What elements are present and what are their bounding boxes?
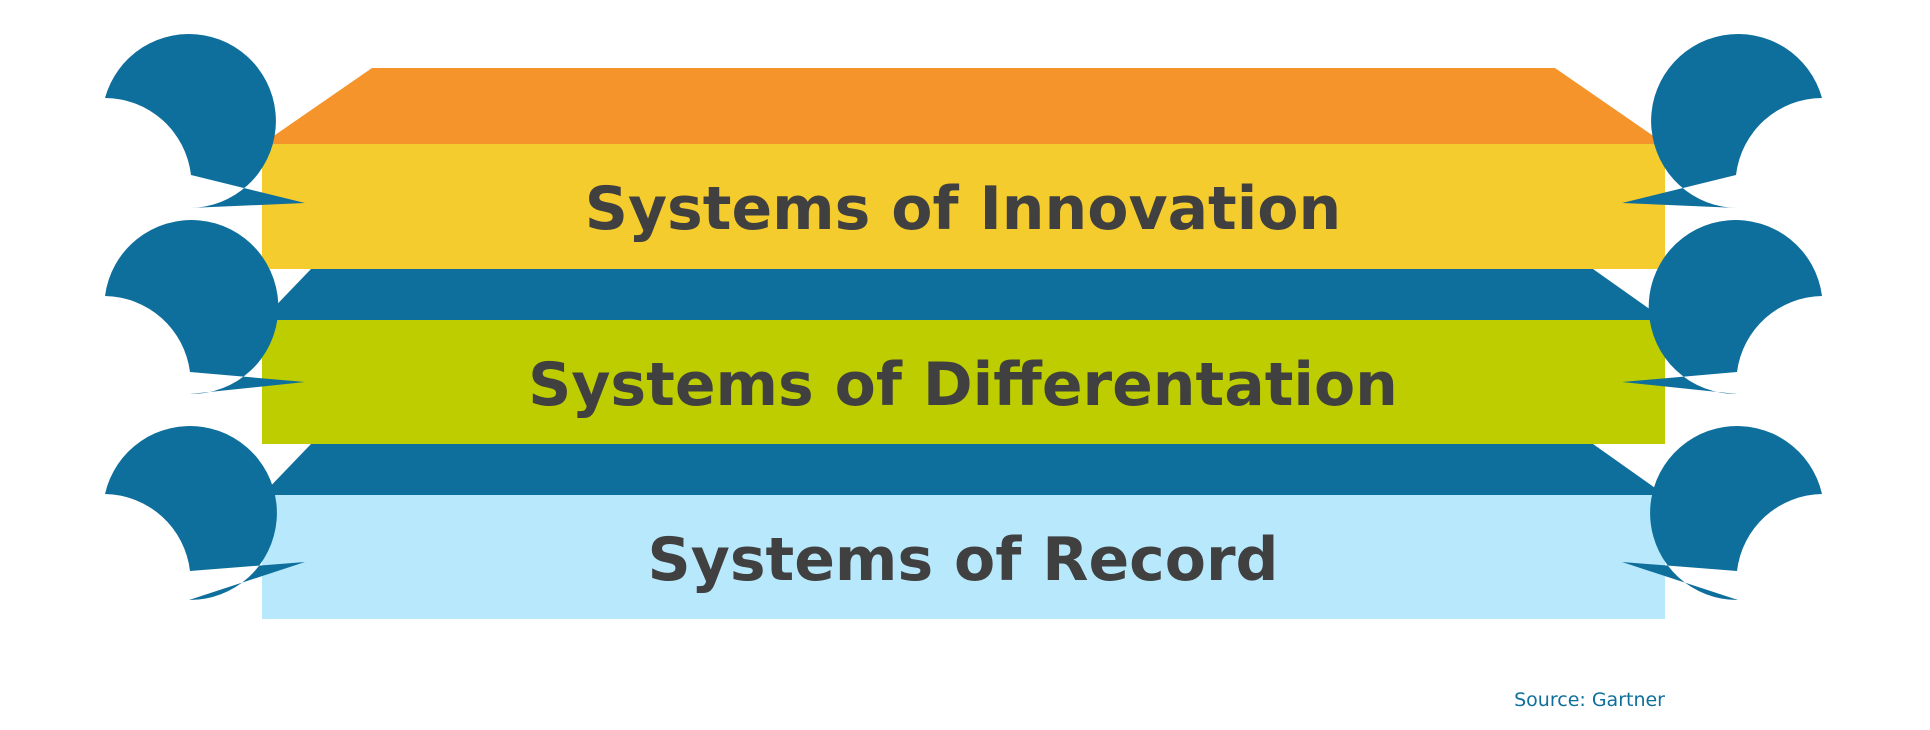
bubble-greater-efficiency-shape <box>105 426 305 601</box>
bubble-competitive-threats-shape <box>1622 34 1822 208</box>
bubble-new-ideas-shape <box>105 34 305 209</box>
layer-record-face <box>262 495 1665 619</box>
layer-record: Systems of Record <box>262 444 1665 619</box>
layer-differentation-top <box>262 269 1665 320</box>
layer-differentation: Systems of Differentation <box>262 269 1665 444</box>
bubble-better-ideas-text: Better Ideas <box>67 343 142 396</box>
layer-differentation-title: Systems of Differentation <box>528 350 1398 420</box>
layer-innovation: Systems of Innovation <box>262 68 1665 269</box>
bubble-better-ideas: Better Ideas <box>67 220 305 396</box>
bubble-unique-processes-shape <box>1622 220 1822 395</box>
layer-differentation-face <box>262 320 1665 444</box>
layer-record-top <box>262 444 1665 495</box>
bubble-unique-processes: Unique Processes <box>1622 220 1876 396</box>
layer-record-title: Systems of Record <box>648 525 1279 595</box>
bubble-unique-processes-text: Unique Processes <box>1768 343 1876 396</box>
bubble-better-ideas-shape <box>105 220 305 395</box>
bubble-new-ideas-text: New Ideas <box>76 145 135 198</box>
bubble-greater-efficiency-text: Greater Efficiency <box>52 541 158 594</box>
bubble-competitive-threats-text: Competitive Threats <box>1752 152 1893 205</box>
layer-innovation-title: Systems of Innovation <box>585 174 1342 244</box>
bubble-greater-efficiency: Greater Efficiency <box>52 426 305 601</box>
bubble-new-ideas: New Ideas <box>76 34 305 209</box>
source-caption: Source: Gartner <box>1514 689 1665 711</box>
bubble-competitive-threats: Competitive Threats <box>1622 34 1893 208</box>
layer-innovation-top <box>262 68 1665 144</box>
bubble-common-ideas-text: Common Ideas <box>1769 541 1875 594</box>
bubble-common-ideas-shape <box>1622 426 1822 601</box>
layer-innovation-face <box>262 144 1665 269</box>
bubble-common-ideas: Common Ideas <box>1622 426 1875 601</box>
